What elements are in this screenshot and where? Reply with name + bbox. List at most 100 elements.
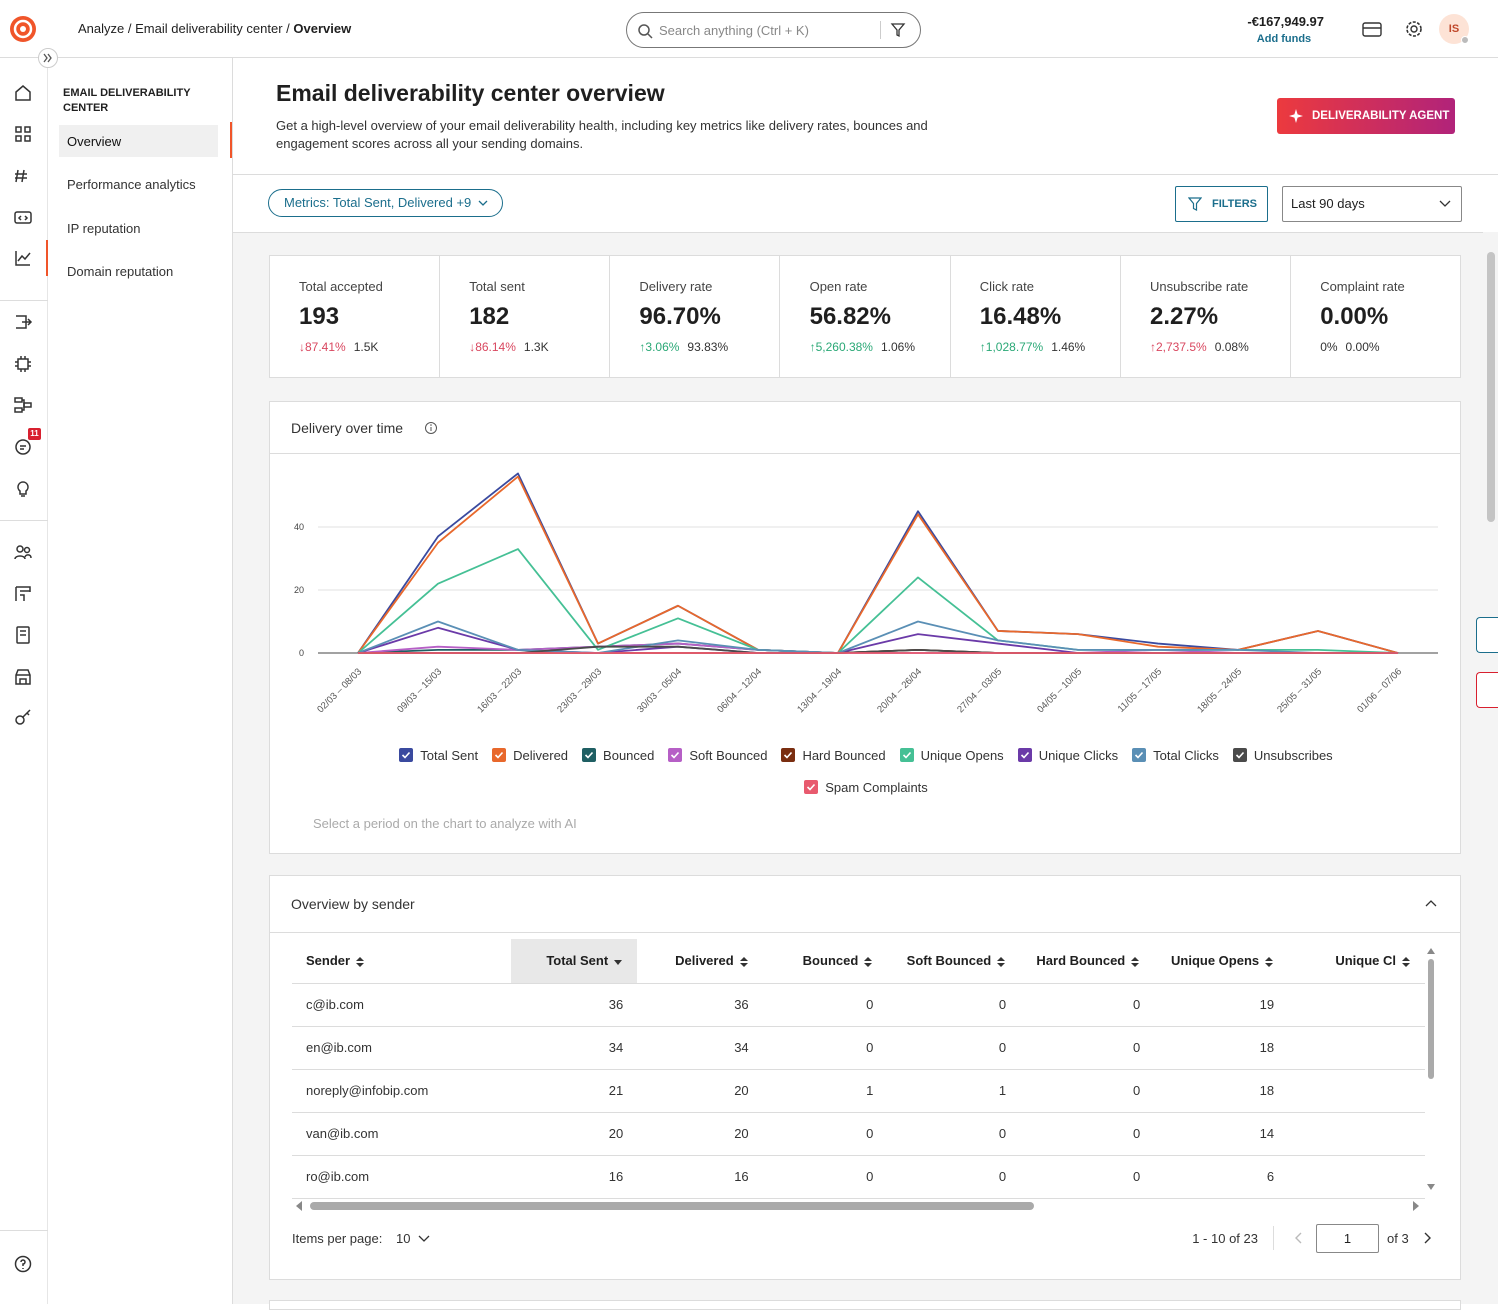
status-dot <box>1461 36 1469 44</box>
nav-icon[interactable] <box>13 437 33 457</box>
kpi-change: ↑2,737.5% <box>1150 340 1207 354</box>
nav-icon[interactable] <box>13 248 33 268</box>
filters-button[interactable]: FILTERS <box>1175 186 1268 222</box>
legend-item[interactable]: Hard Bounced <box>781 739 886 771</box>
number-cell: 0 <box>762 1026 888 1070</box>
nav-icon[interactable] <box>13 1254 33 1274</box>
nav-icon[interactable] <box>13 354 33 374</box>
chevron-icon <box>1439 200 1451 207</box>
subnav-item[interactable]: Overview <box>59 125 218 157</box>
legend-item[interactable]: Total Clicks <box>1132 739 1219 771</box>
table-row: ro@ib.com 16 16 0 0 0 6 <box>292 1155 1425 1199</box>
period-select[interactable]: Last 90 days <box>1282 186 1462 222</box>
nav-icon[interactable] <box>13 312 33 332</box>
kpi-change: 0% <box>1320 340 1338 354</box>
legend-item[interactable]: Soft Bounced <box>668 739 767 771</box>
column-header[interactable]: Total Sent <box>510 939 638 984</box>
table-hscroll[interactable] <box>295 1199 1445 1213</box>
empty-cell <box>1288 1155 1425 1199</box>
column-header[interactable]: Unique Cl <box>1288 939 1425 984</box>
breadcrumb-item[interactable]: Email deliverability center <box>135 21 283 36</box>
x-tick-label: 09/03 – 15/03 <box>395 666 444 715</box>
agent-button[interactable]: DELIVERABILITY AGENT <box>1277 98 1455 134</box>
expand-button[interactable] <box>38 48 58 68</box>
column-label: Total Sent <box>546 953 609 969</box>
column-header[interactable]: Delivered <box>637 939 763 984</box>
legend-swatch <box>399 748 414 762</box>
search-placeholder: Search anything (Ctrl + K) <box>659 23 809 38</box>
number-cell: 34 <box>637 1026 763 1070</box>
column-header[interactable]: Unique Opens <box>1154 939 1289 984</box>
search-box[interactable]: Search anything (Ctrl + K) <box>626 12 921 48</box>
number-cell: 1 <box>762 1069 888 1113</box>
kpi-card: Total accepted 193 ↓87.41% 1.5K Total sent 18… <box>269 255 1461 378</box>
next-page[interactable] <box>1424 1232 1432 1244</box>
nav-icon[interactable] <box>13 479 33 499</box>
legend-label: Unique Clicks <box>1038 747 1119 763</box>
wallet-icon[interactable] <box>1362 20 1382 38</box>
subnav-item[interactable]: Domain reputation <box>67 264 174 279</box>
nav-icon[interactable] <box>13 667 33 687</box>
settings-icon[interactable] <box>1404 19 1424 39</box>
metrics-selector[interactable]: Metrics: Total Sent, Delivered +9 <box>268 189 504 217</box>
legend-item[interactable]: Spam Complaints <box>804 771 928 803</box>
kpi-value: 0.00% <box>1320 303 1389 330</box>
column-header[interactable]: Soft Bounced <box>887 939 1021 984</box>
chart-card: 0 20 40 02/03 – 08/03 09/03 – 15/03 16/03 – 2… <box>269 401 1461 854</box>
nav-icon[interactable] <box>13 584 33 604</box>
column-header[interactable]: Hard Bounced <box>1020 939 1155 984</box>
number-cell: 0 <box>1020 1155 1155 1199</box>
nav-icon[interactable] <box>13 124 33 144</box>
sender-cell: van@ib.com <box>292 1112 511 1156</box>
legend-item[interactable]: Unique Opens <box>899 739 1004 771</box>
avatar[interactable]: IS <box>1439 14 1469 44</box>
kpi-value: 16.48% <box>979 303 1062 330</box>
nav-icon[interactable] <box>13 83 33 103</box>
legend-swatch <box>492 748 507 762</box>
legend-item[interactable]: Bounced <box>582 739 654 771</box>
page-input[interactable]: 1 <box>1316 1224 1379 1253</box>
subnav-item[interactable]: IP reputation <box>67 221 141 236</box>
series-line <box>357 475 1399 654</box>
add-funds-link[interactable]: Add funds <box>1256 33 1312 45</box>
breadcrumb-current: Overview <box>293 21 352 36</box>
check-icon <box>807 783 816 791</box>
info-icon[interactable] <box>424 421 438 435</box>
legend-item[interactable]: Total Sent <box>399 739 478 771</box>
column-header[interactable]: Bounced <box>762 939 888 984</box>
breadcrumb-item[interactable]: Analyze <box>78 21 125 36</box>
check-icon <box>1235 751 1245 759</box>
column-header[interactable]: Sender <box>292 939 511 984</box>
nav-icon[interactable] <box>13 625 33 645</box>
sort-icon <box>739 956 748 967</box>
nav-icon[interactable] <box>13 707 33 727</box>
nav-icon[interactable] <box>13 166 33 186</box>
legend-item[interactable]: Unsubscribes <box>1232 739 1333 771</box>
column-label: Unique Opens <box>1171 953 1260 969</box>
collapse-icon[interactable] <box>1425 899 1437 907</box>
sender-cell: c@ib.com <box>292 983 511 1027</box>
table-row: en@ib.com 34 34 0 0 0 18 <box>292 1026 1425 1070</box>
subnav-item[interactable]: Performance analytics <box>67 177 196 192</box>
legend-item[interactable]: Unique Clicks <box>1017 739 1119 771</box>
number-cell: 18 <box>1154 1026 1289 1070</box>
column-label: Unique Cl <box>1335 953 1396 969</box>
number-cell: 0 <box>887 983 1021 1027</box>
notification-badge: 11 <box>28 428 41 440</box>
filter-icon[interactable] <box>890 22 906 38</box>
side-widget[interactable] <box>1476 672 1498 708</box>
scrollbar-thumb[interactable] <box>1487 252 1495 522</box>
prev-page[interactable] <box>1294 1232 1302 1244</box>
side-widget[interactable] <box>1476 617 1498 653</box>
nav-icon[interactable] <box>13 542 33 562</box>
x-tick-label: 13/04 – 19/04 <box>795 666 844 715</box>
items-per-page-value[interactable]: 10 <box>396 1231 411 1246</box>
y-tick-label: 0 <box>299 648 304 658</box>
nav-icon[interactable] <box>13 395 33 415</box>
rail-divider <box>0 520 48 521</box>
chevron-icon[interactable] <box>418 1235 430 1243</box>
logo[interactable] <box>8 14 38 44</box>
nav-icon[interactable] <box>13 207 33 227</box>
legend-item[interactable]: Delivered <box>492 739 568 771</box>
balance: -€167,949.97 <box>1247 14 1324 29</box>
